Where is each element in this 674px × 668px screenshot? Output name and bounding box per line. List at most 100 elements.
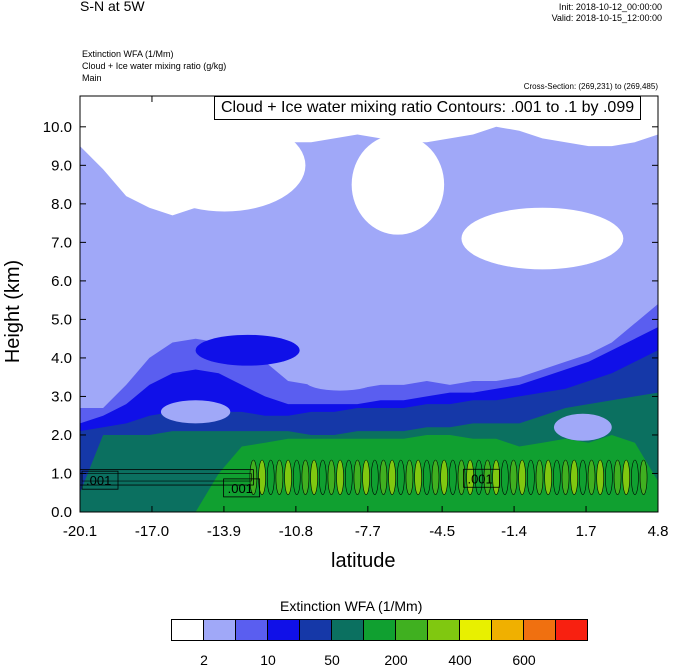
x-tick-label: -10.8 (279, 523, 313, 540)
init-time: Init: 2018-10-12_00:00:00 (558, 2, 662, 12)
svg-text:.001: .001 (86, 473, 111, 488)
colorbar-swatch (204, 620, 236, 640)
cloud-contour-cell (362, 459, 370, 495)
cloud-contour-cell (553, 459, 561, 495)
x-tick-label: -4.5 (429, 523, 455, 540)
cloud-contour-cell (379, 459, 388, 495)
field-label-mixing-ratio: Cloud + Ice water mixing ratio (g/kg) (82, 61, 227, 71)
cloud-contour-cell (596, 459, 605, 495)
cloud-contour-cell (570, 459, 578, 495)
cloud-contour-cell (440, 459, 448, 495)
cloud-contour-cell (258, 459, 266, 495)
feature-patch (351, 134, 445, 235)
contour-label: .001 (81, 470, 119, 490)
cloud-contour-cell (318, 459, 327, 495)
cloud-contour-cell (353, 459, 362, 495)
cloud-contour-cell (292, 459, 301, 495)
colorbar-label: 50 (324, 652, 340, 668)
colorbar-swatch (332, 620, 364, 640)
y-tick-label: 3.0 (51, 388, 72, 405)
cloud-contour-cell (266, 459, 275, 495)
feature-patch (305, 371, 375, 391)
x-axis-label: latitude (331, 550, 396, 572)
cloud-contour-cell (561, 459, 570, 495)
cloud-contour-cell (622, 459, 631, 495)
cloud-contour-cell (544, 459, 552, 495)
colorbar-swatch (300, 620, 332, 640)
y-tick-label: 4.0 (51, 350, 72, 367)
cloud-contour-cell (327, 459, 336, 495)
cloud-contour-cell (310, 459, 318, 495)
cloud-contour-cell (275, 459, 284, 495)
colorbar-label: 600 (512, 652, 536, 668)
cloud-contour-cell (449, 459, 457, 495)
valid-time: Valid: 2018-10-15_12:00:00 (551, 13, 662, 23)
cloud-contour-cell (344, 459, 353, 495)
colorbar-title: Extinction WFA (1/Mm) (280, 598, 423, 614)
x-tick-label: -20.1 (63, 523, 97, 540)
colorbar-swatch (492, 620, 524, 640)
x-tick-label: -17.0 (135, 523, 169, 540)
cloud-contour-cell (414, 459, 422, 495)
colorbar-swatch (364, 620, 396, 640)
y-tick-label: 6.0 (51, 273, 72, 290)
cloud-contour-cell (631, 459, 639, 495)
feature-patch (195, 334, 300, 366)
cloud-contour-cell (336, 459, 344, 495)
feature-patch (160, 400, 231, 424)
colorbar-label: 200 (384, 652, 408, 668)
colorbar-swatch (268, 620, 300, 640)
cloud-contour-cell (483, 459, 492, 495)
svg-text:.001: .001 (467, 471, 492, 486)
colorbar-label: 2 (200, 652, 208, 668)
svg-text:.001: .001 (228, 481, 253, 496)
cloud-contour-cell (405, 459, 414, 495)
cross-section-label: Cross-Section: (269,231) to (269,485) (523, 82, 658, 91)
contour-label: .001 (223, 478, 261, 498)
cloud-contour-cell (535, 459, 544, 495)
field-label-extinction: Extinction WFA (1/Mm) (82, 49, 174, 59)
colorbar (171, 619, 588, 641)
colorbar-swatch (524, 620, 556, 640)
cloud-contour-cell (509, 459, 518, 495)
x-tick-label: -13.9 (207, 523, 241, 540)
x-tick-label: 4.8 (648, 523, 669, 540)
y-axis-label: Height (km) (2, 259, 25, 364)
y-tick-label: 0.0 (51, 504, 72, 521)
y-tick-label: 8.0 (51, 196, 72, 213)
colorbar-swatch (396, 620, 428, 640)
feature-patch (461, 207, 624, 270)
cloud-contour-cell (475, 459, 483, 495)
y-tick-label: 9.0 (51, 157, 72, 174)
feature-patch (143, 119, 306, 212)
cloud-contour-cell (370, 459, 379, 495)
cloud-contour-cell (501, 459, 509, 495)
colorbar-label: 10 (260, 652, 276, 668)
cloud-contour-cell (388, 459, 396, 495)
cloud-contour-cell (639, 459, 648, 495)
y-tick-label: 1.0 (51, 465, 72, 482)
x-tick-label: -7.7 (355, 523, 381, 540)
feature-patch (553, 413, 612, 441)
cloud-contour-cell (613, 459, 622, 495)
cloud-contour-band (80, 469, 254, 486)
x-tick-label: -1.4 (501, 523, 527, 540)
colorbar-swatch (172, 620, 204, 640)
colorbar-swatch (428, 620, 460, 640)
cloud-contour-cell (396, 459, 405, 495)
colorbar-swatch (556, 620, 587, 640)
y-tick-label: 7.0 (51, 234, 72, 251)
cloud-contour-cell (422, 459, 431, 495)
cloud-contour-cell (284, 459, 292, 495)
page-title: S-N at 5W (80, 0, 145, 14)
y-tick-label: 5.0 (51, 311, 72, 328)
feature-patch (441, 273, 482, 343)
cloud-contour-cell (518, 459, 526, 495)
plot-area: .001 .001 .001 (80, 96, 658, 512)
cloud-contour-cell (605, 459, 613, 495)
colorbar-swatch (236, 620, 268, 640)
contour-label: .001 (463, 468, 500, 488)
cloud-contour-cell (527, 459, 535, 495)
cloud-contour-cell (579, 459, 587, 495)
cloud-contour-cell (301, 459, 310, 495)
